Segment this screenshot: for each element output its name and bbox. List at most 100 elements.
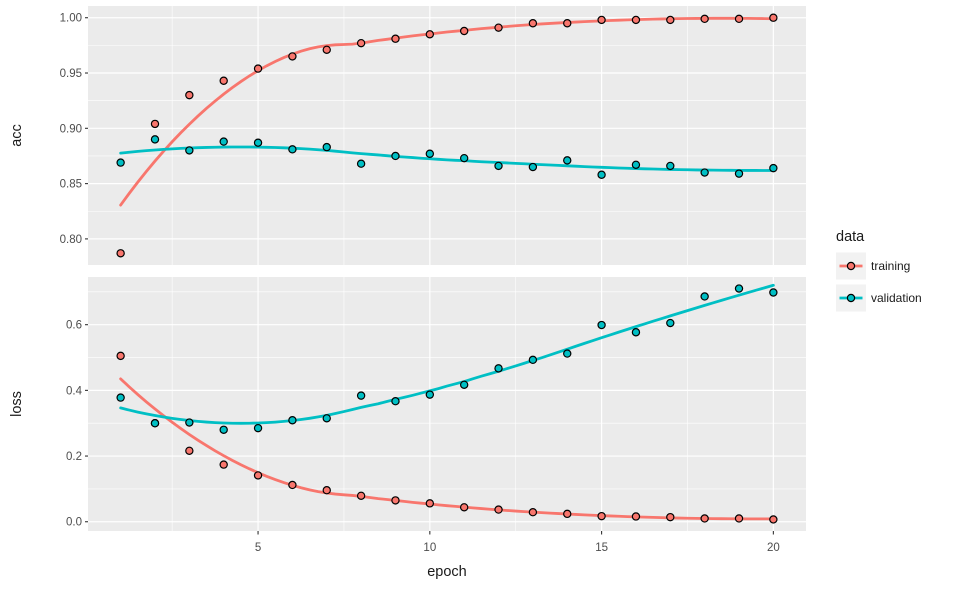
validation-point	[631, 328, 641, 337]
validation-point	[322, 142, 331, 152]
validation-point	[528, 162, 538, 172]
validation-point	[563, 349, 572, 358]
y-tick-label: 0.4	[66, 385, 83, 397]
validation-point	[597, 170, 606, 179]
training-point	[459, 26, 469, 36]
training-point	[356, 38, 366, 48]
validation-point	[494, 161, 503, 171]
legend-entry-training: training	[836, 252, 910, 280]
validation-point	[528, 355, 538, 365]
x-tick-label: 10	[423, 542, 436, 554]
validation-point	[425, 390, 435, 399]
training-point	[563, 509, 572, 519]
acc-panel	[88, 6, 806, 265]
validation-point	[391, 151, 400, 161]
y-tick-label: 0.85	[60, 179, 82, 191]
training-point	[734, 14, 744, 24]
training-point	[700, 14, 709, 24]
validation-point	[288, 145, 297, 154]
training-point	[185, 446, 194, 455]
x-tick-label: 15	[595, 542, 608, 554]
training-point	[185, 90, 194, 100]
x-axis-title: epoch	[427, 564, 467, 580]
training-point	[322, 486, 331, 495]
training-point	[391, 496, 400, 505]
y-tick-label: 0.0	[66, 517, 82, 529]
validation-point	[288, 416, 297, 425]
facet-loss: 0.0 0.2 0.4 0.6 5 10 15 20	[66, 277, 806, 554]
training-point	[769, 13, 778, 22]
validation-point	[734, 169, 744, 178]
training-point	[116, 249, 125, 258]
training-point	[769, 515, 778, 524]
validation-point	[563, 156, 572, 165]
y-tick-label: 0.95	[60, 68, 82, 80]
validation-point	[150, 135, 160, 144]
validation-smooth-line	[119, 283, 775, 425]
legend-title: data	[836, 229, 865, 245]
training-point	[563, 19, 572, 28]
validation-point	[425, 149, 435, 158]
training-point	[253, 471, 263, 480]
training-point	[528, 19, 538, 28]
training-point	[391, 34, 400, 43]
training-point	[219, 76, 228, 85]
validation-point	[700, 292, 709, 301]
validation-point	[150, 419, 160, 428]
legend-key-point-validation-icon	[846, 293, 856, 303]
validation-point	[322, 414, 331, 423]
training-point	[116, 351, 125, 361]
training-point	[322, 45, 331, 54]
training-point	[356, 491, 366, 500]
loss-panel	[88, 277, 806, 531]
legend-label-validation: validation	[871, 291, 922, 305]
training-point	[219, 460, 228, 469]
y-tick-label: 0.90	[60, 123, 82, 135]
training-point	[734, 514, 744, 523]
validation-point	[356, 391, 366, 400]
training-point	[666, 15, 675, 25]
validation-point	[769, 163, 778, 173]
y-tick-label: 0.80	[60, 234, 82, 246]
training-point	[494, 505, 503, 514]
validation-point	[391, 397, 400, 406]
validation-point	[459, 380, 469, 389]
training-point	[528, 508, 538, 517]
validation-point	[219, 425, 228, 434]
validation-point	[666, 318, 675, 328]
training-smooth-line	[119, 377, 775, 521]
training-point	[631, 15, 641, 25]
legend-key-point-training-icon	[846, 261, 856, 271]
validation-point	[356, 159, 366, 168]
training-point	[425, 499, 435, 508]
training-point	[459, 503, 469, 512]
validation-point	[666, 161, 675, 171]
training-point	[666, 512, 675, 522]
training-point	[150, 119, 160, 129]
legend-label-training: training	[871, 259, 910, 273]
y-axis-title-loss: loss	[9, 391, 25, 417]
training-point	[425, 30, 435, 39]
y-tick-label: 1.00	[60, 13, 82, 25]
validation-point	[116, 393, 125, 402]
training-point	[597, 15, 606, 25]
y-tick-label: 0.2	[66, 451, 82, 463]
training-point	[288, 480, 297, 490]
validation-point	[185, 418, 194, 427]
facet-acc: 0.80 0.85 0.90 0.95 1.00	[60, 6, 806, 265]
x-tick-label: 5	[255, 542, 261, 554]
validation-point	[769, 288, 778, 297]
validation-point	[116, 158, 125, 167]
validation-point	[253, 423, 263, 433]
validation-point	[631, 160, 641, 170]
legend-entry-validation: validation	[836, 284, 922, 312]
training-point	[288, 52, 297, 61]
training-smooth-line	[119, 16, 775, 207]
legend: data training validation	[836, 229, 922, 312]
validation-point	[459, 153, 469, 163]
training-point	[253, 64, 263, 73]
validation-point	[597, 320, 606, 330]
training-point	[494, 23, 503, 32]
x-tick-label: 20	[767, 542, 780, 554]
